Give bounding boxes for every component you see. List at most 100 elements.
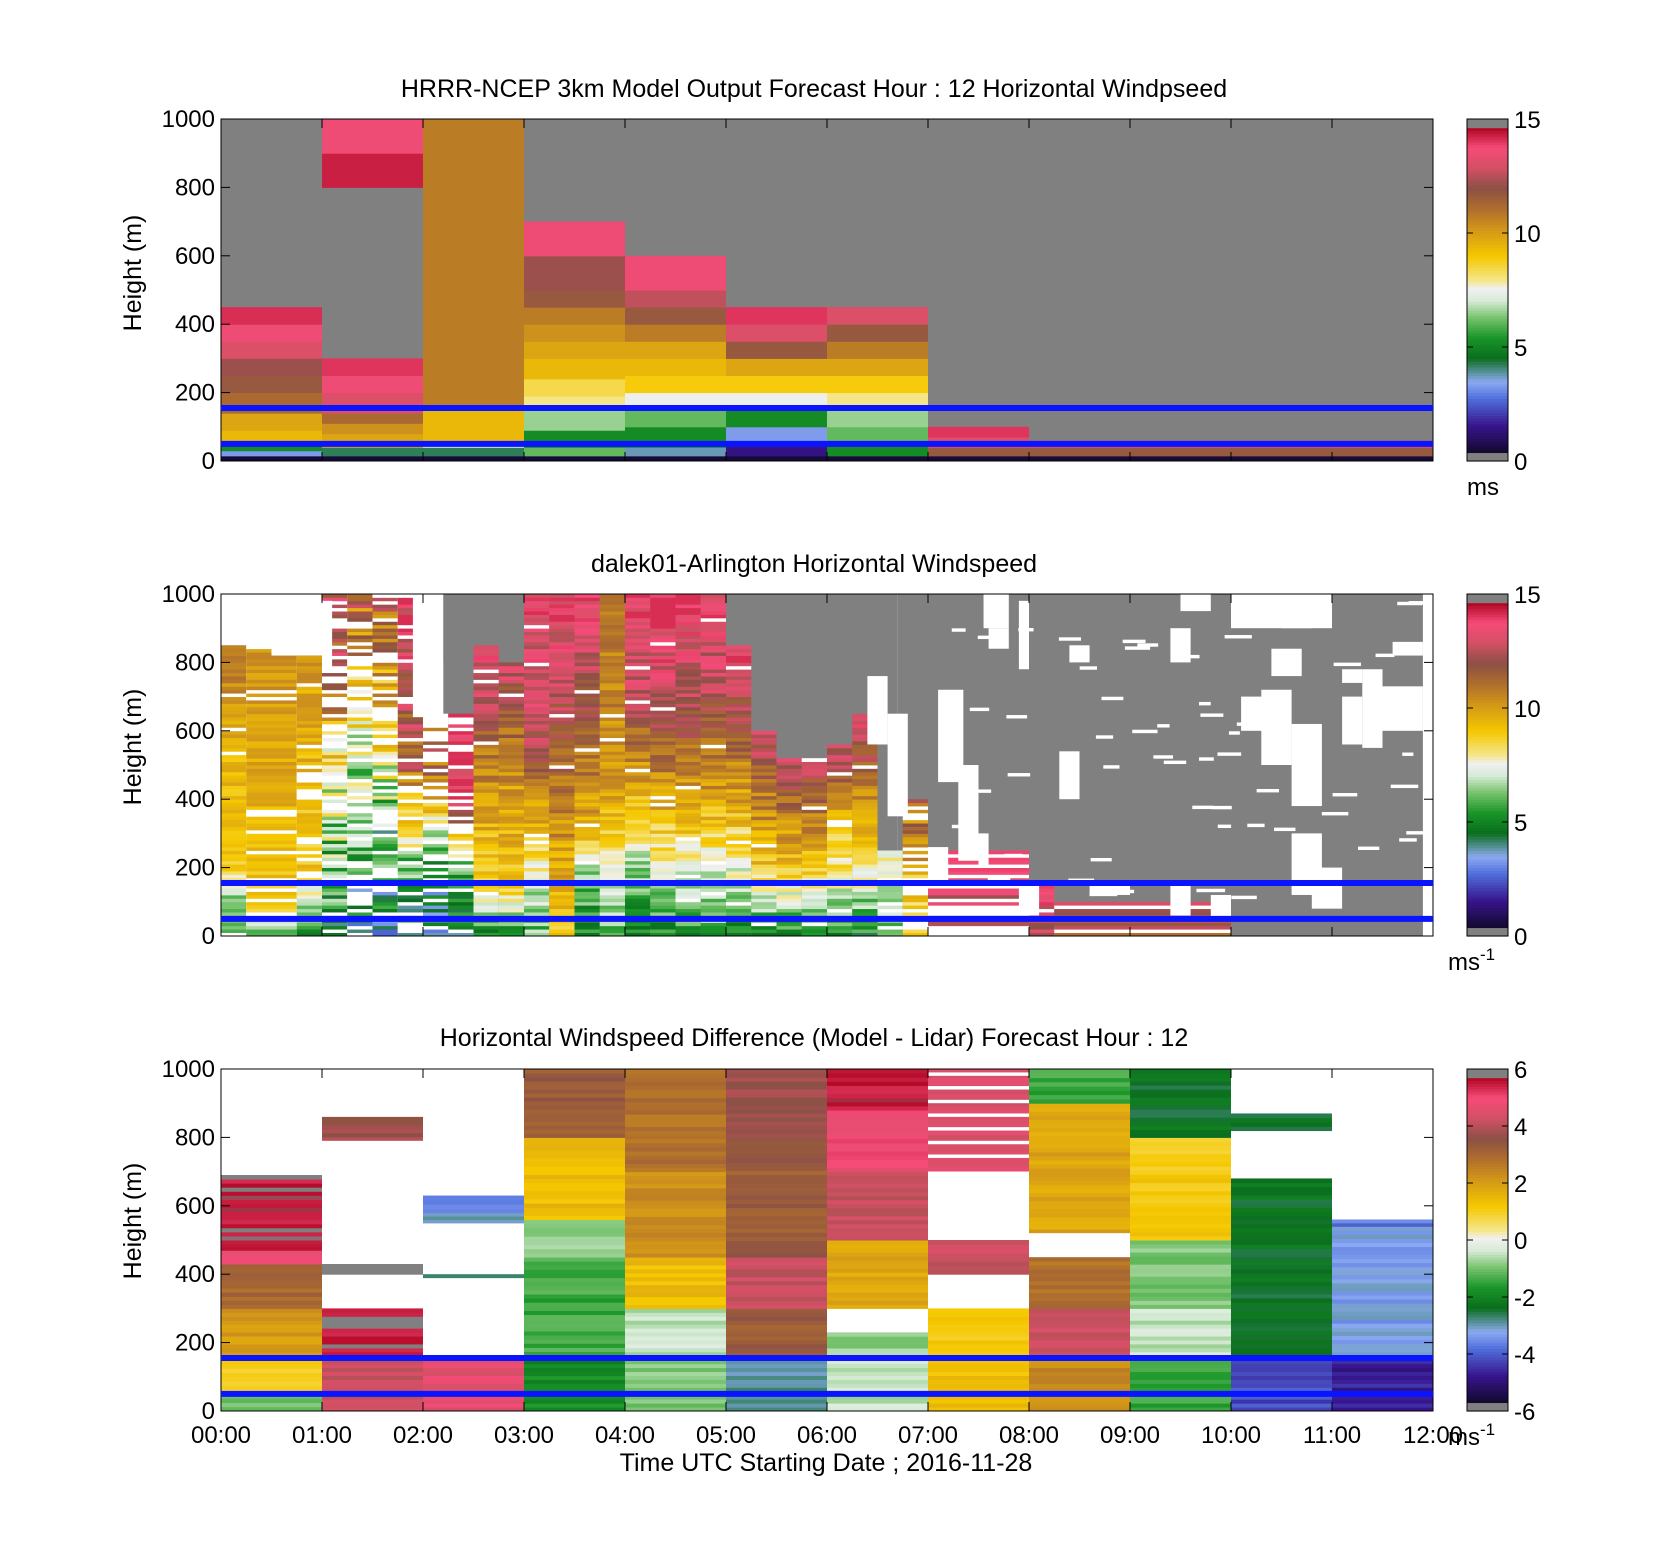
- heatmap-cell: [726, 1182, 827, 1188]
- heatmap-cell: [599, 816, 625, 821]
- heatmap-gap: [448, 857, 474, 862]
- heatmap-cell: [347, 604, 373, 609]
- heatmap-cell: [928, 1163, 1029, 1168]
- colorbar-swatch: [1467, 1393, 1508, 1398]
- heatmap-cell: [852, 833, 878, 838]
- no-data-fragment: [1390, 784, 1419, 789]
- heatmap-cell: [296, 929, 322, 933]
- heatmap-cell: [221, 877, 247, 882]
- heatmap-cell: [322, 1395, 423, 1400]
- heatmap-cell: [1029, 1347, 1130, 1353]
- heatmap-cell: [726, 788, 752, 793]
- heatmap-gap: [296, 788, 322, 793]
- colorbar-swatch: [1467, 1254, 1508, 1258]
- heatmap-cell: [372, 792, 398, 797]
- heatmap-cell: [372, 723, 398, 728]
- heatmap-cell: [675, 604, 701, 609]
- heatmap-cell: [1029, 1212, 1130, 1218]
- heatmap-cell: [574, 853, 600, 858]
- heatmap-cell: [675, 737, 701, 742]
- heatmap-cell: [322, 710, 348, 715]
- heatmap-cell: [296, 891, 322, 896]
- colorbar-swatch: [1467, 1088, 1508, 1093]
- colorbar-swatch: [1467, 645, 1508, 649]
- heatmap-cell: [599, 717, 625, 721]
- heatmap-cell: [322, 905, 348, 910]
- heatmap-cell: [221, 1215, 322, 1221]
- colorbar-swatch: [1467, 870, 1508, 874]
- colorbar-tick-label: -2: [1514, 1285, 1535, 1312]
- heatmap-gap: [625, 700, 651, 704]
- heatmap-cell: [1054, 925, 1231, 930]
- heatmap-cell: [347, 734, 373, 739]
- heatmap-cell: [1029, 925, 1055, 930]
- heatmap-cell: [423, 1212, 524, 1217]
- heatmap-cell: [675, 655, 701, 660]
- heatmap-cell: [928, 1069, 1029, 1074]
- heatmap-cell: [1130, 1387, 1231, 1392]
- heatmap-cell: [625, 1191, 726, 1197]
- heatmap-cell: [498, 782, 524, 786]
- colorbar-swatch: [1467, 1385, 1508, 1389]
- heatmap-cell: [574, 840, 600, 845]
- heatmap-cell: [221, 758, 247, 762]
- heatmap-cell: [347, 802, 373, 807]
- heatmap-cell: [700, 730, 726, 735]
- heatmap-cell: [726, 1296, 827, 1302]
- heatmap-cell: [625, 1110, 726, 1115]
- heatmap-cell: [726, 392, 827, 398]
- heatmap-cell: [498, 662, 524, 667]
- heatmap-cell: [726, 1113, 827, 1118]
- colorbar-swatch: [1467, 802, 1508, 806]
- heatmap-cell: [473, 737, 499, 742]
- heatmap-cell: [625, 771, 651, 776]
- heatmap-cell: [650, 597, 676, 602]
- heatmap-cell: [1130, 1133, 1231, 1138]
- heatmap-cell: [524, 829, 550, 834]
- heatmap-cell: [625, 611, 651, 615]
- heatmap-cell: [423, 286, 524, 292]
- heatmap-cell: [827, 1383, 928, 1388]
- heatmap-cell: [524, 281, 625, 287]
- heatmap-cell: [1029, 1300, 1130, 1305]
- heatmap-cell: [776, 871, 802, 875]
- heatmap-cell: [726, 655, 752, 660]
- heatmap-cell: [827, 1280, 928, 1285]
- colorbar-unit: ms-1: [1448, 1420, 1495, 1451]
- heatmap-gap: [322, 676, 348, 680]
- heatmap-cell: [524, 332, 625, 338]
- heatmap-cell: [397, 778, 423, 783]
- heatmap-cell: [524, 758, 550, 762]
- heatmap-cell: [650, 686, 676, 691]
- heatmap-cell: [726, 806, 752, 810]
- heatmap-cell: [498, 912, 524, 916]
- heatmap-cell: [928, 1142, 1029, 1148]
- y-tick-label: 600: [175, 1193, 215, 1220]
- colorbar-swatch: [1467, 1145, 1508, 1150]
- heatmap-cell: [776, 806, 802, 810]
- heatmap-cell: [650, 754, 676, 759]
- heatmap-cell: [524, 600, 550, 605]
- colorbar-swatch: [1467, 1325, 1508, 1329]
- heatmap-cell: [1029, 1399, 1130, 1404]
- heatmap-gap: [296, 795, 322, 800]
- heatmap-cell: [650, 860, 676, 865]
- heatmap-cell: [473, 792, 499, 797]
- heatmap-cell: [574, 624, 600, 629]
- heatmap-cell: [928, 1159, 1029, 1164]
- colorbar-swatch: [1467, 136, 1508, 140]
- colorbar-swatch: [1467, 893, 1508, 897]
- heatmap-cell: [625, 1244, 726, 1250]
- heatmap-cell: [625, 1118, 726, 1123]
- heatmap-cell: [599, 700, 625, 704]
- heatmap-gap: [372, 710, 398, 715]
- heatmap-cell: [524, 751, 550, 756]
- no-data-fragment: [1321, 811, 1349, 816]
- heatmap-cell: [1332, 1371, 1433, 1376]
- heatmap-cell: [423, 381, 524, 386]
- colorbar-swatch: [1467, 1331, 1508, 1335]
- heatmap-cell: [625, 1236, 726, 1242]
- colorbar-swatch: [1467, 429, 1508, 434]
- heatmap-gap: [902, 908, 928, 913]
- heatmap-cell: [801, 925, 827, 930]
